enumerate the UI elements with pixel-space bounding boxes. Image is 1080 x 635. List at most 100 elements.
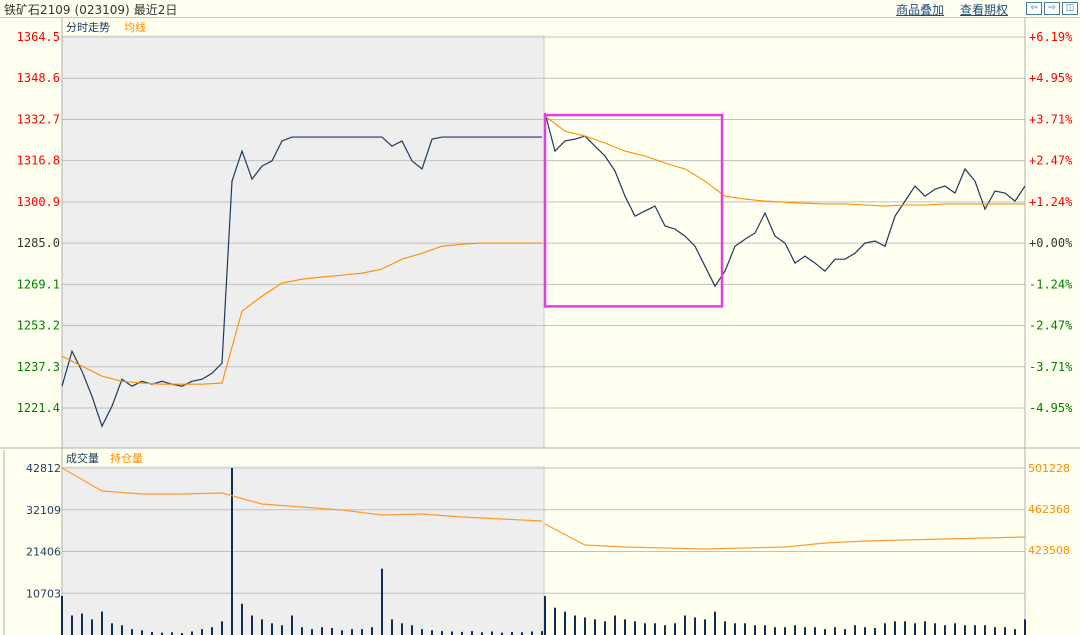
volume-bar — [614, 615, 616, 635]
volume-bar — [451, 631, 453, 635]
volume-bar — [131, 629, 133, 635]
price-tick-label: 1253.2 — [17, 319, 60, 333]
volume-bar — [894, 621, 896, 635]
volume-bar — [674, 623, 676, 635]
commodity-overlay-link[interactable]: 商品叠加 — [896, 3, 945, 17]
open-interest-tick-label: 423508 — [1028, 544, 1070, 557]
volume-bar — [704, 619, 706, 635]
volume-tick-label: 32109 — [26, 504, 61, 517]
volume-bar — [421, 629, 423, 635]
volume-bar — [804, 627, 806, 635]
arrow-left-icon[interactable]: ⇦ — [1026, 2, 1042, 15]
volume-bar — [91, 619, 93, 635]
volume-bar — [231, 468, 233, 635]
volume-bar — [461, 631, 463, 635]
percent-tick-label: +4.95% — [1029, 71, 1073, 85]
legend-volume: 成交量 — [66, 451, 99, 465]
volume-bar — [1024, 619, 1026, 635]
avg-line-session-1 — [61, 242, 542, 385]
volume-bar — [604, 621, 606, 635]
volume-tick-label: 10703 — [26, 587, 61, 600]
volume-bar — [531, 631, 533, 635]
session-1-volume-background — [62, 450, 544, 635]
volume-bar — [121, 625, 123, 635]
instrument-code: (023109) — [74, 3, 130, 17]
volume-bar — [271, 623, 273, 635]
percent-tick-label: -1.24% — [1029, 277, 1073, 291]
volume-bar — [694, 617, 696, 635]
volume-bar — [554, 607, 556, 635]
volume-bar — [251, 615, 253, 635]
title-bar: 铁矿石2109 (023109) 最近2日 商品叠加 查看期权 ⇦ ⇨ ◫ — [0, 0, 1080, 18]
volume-bar — [954, 623, 956, 635]
volume-bar — [391, 619, 393, 635]
volume-bar — [351, 629, 353, 635]
volume-bar — [441, 631, 443, 635]
volume-bar — [714, 611, 716, 635]
volume-bar — [411, 625, 413, 635]
percent-tick-label: +1.24% — [1029, 195, 1073, 209]
price-tick-label: 1316.8 — [17, 154, 60, 168]
volume-bar — [734, 623, 736, 635]
arrow-right-icon[interactable]: ⇨ — [1044, 2, 1060, 15]
volume-bar — [401, 623, 403, 635]
price-legend-bar — [62, 18, 1025, 35]
volume-bar — [664, 625, 666, 635]
volume-bar — [884, 623, 886, 635]
volume-bar — [501, 632, 503, 635]
volume-bar — [874, 627, 876, 635]
volume-bar — [181, 633, 183, 635]
volume-bar — [544, 595, 546, 635]
view-options-link[interactable]: 查看期权 — [959, 3, 1008, 17]
session-1-price-background — [62, 18, 544, 448]
volume-bar — [724, 621, 726, 635]
legend-average: 均线 — [124, 20, 146, 34]
price-tick-label: 1332.7 — [17, 112, 60, 126]
volume-bar — [171, 632, 173, 635]
price-tick-label: 1364.5 — [17, 30, 60, 44]
split-panel-icon[interactable]: ◫ — [1062, 2, 1078, 15]
volume-bar — [381, 568, 383, 635]
volume-bar — [301, 627, 303, 635]
volume-bar — [594, 619, 596, 635]
volume-bar — [914, 623, 916, 635]
volume-bar — [261, 619, 263, 635]
volume-bar — [1014, 629, 1016, 635]
volume-bar — [61, 595, 63, 635]
volume-bar — [541, 631, 543, 635]
volume-bar — [764, 625, 766, 635]
percent-tick-label: +2.47% — [1029, 154, 1073, 168]
volume-bar — [854, 625, 856, 635]
volume-bar — [634, 621, 636, 635]
volume-bar — [521, 632, 523, 635]
volume-bar — [201, 629, 203, 635]
price-tick-label: 1221.4 — [17, 401, 60, 415]
volume-bar — [471, 631, 473, 635]
percent-tick-label: +3.71% — [1029, 112, 1073, 126]
volume-bar — [944, 625, 946, 635]
price-line-session-1 — [61, 136, 542, 428]
volume-bar — [431, 630, 433, 635]
volume-bar — [744, 623, 746, 635]
session-2-volume-background — [544, 450, 1025, 635]
volume-bar — [191, 631, 193, 635]
volume-bar — [211, 627, 213, 635]
legend-open-interest: 持仓量 — [110, 451, 143, 465]
volume-bar — [161, 632, 163, 635]
volume-tick-label: 42812 — [26, 462, 61, 475]
volume-bar — [321, 627, 323, 635]
volume-bar — [511, 631, 513, 635]
volume-bar — [564, 611, 566, 635]
volume-bar — [291, 615, 293, 635]
volume-bar — [111, 623, 113, 635]
open-interest-line-session-2 — [544, 523, 1026, 550]
price-tick-label: 1285.0 — [17, 236, 60, 250]
instrument-title: 铁矿石2109 (023109) 最近2日 — [4, 1, 181, 18]
highlight-box — [543, 113, 724, 308]
volume-bar — [624, 619, 626, 635]
volume-bar — [774, 627, 776, 635]
volume-bar — [481, 632, 483, 635]
open-interest-tick-label: 501228 — [1028, 462, 1070, 475]
volume-bar — [101, 611, 103, 635]
volume-bar — [754, 625, 756, 635]
